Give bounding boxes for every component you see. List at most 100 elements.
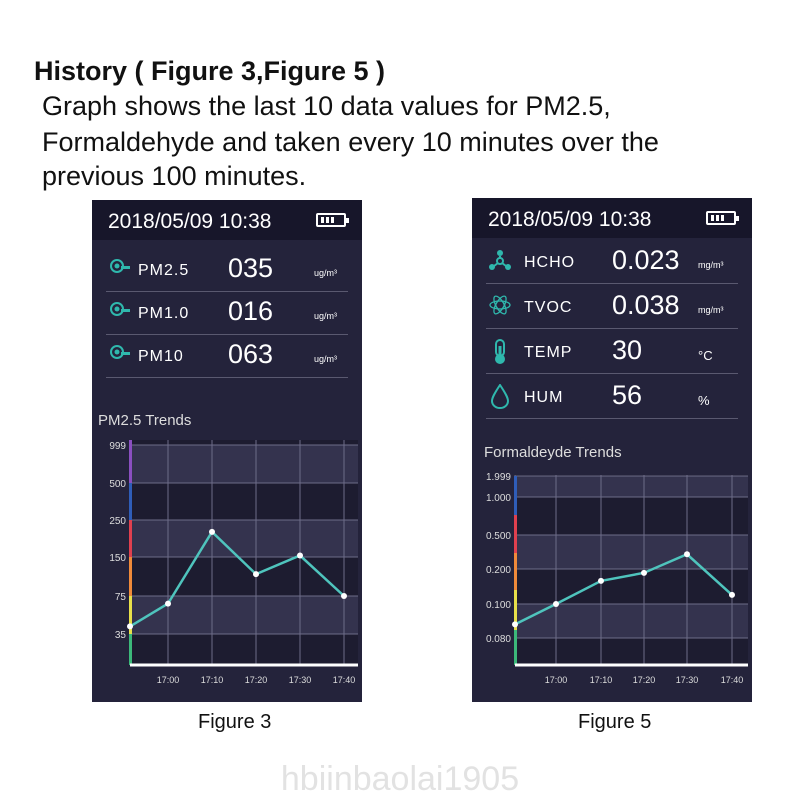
reading-unit: ug/m³ bbox=[314, 354, 338, 364]
status-bar: 2018/05/09 10:38 bbox=[472, 198, 752, 238]
watermark: hbiinbaolai1905 bbox=[280, 760, 520, 798]
aqi-color-band bbox=[129, 440, 132, 483]
aqi-color-band bbox=[514, 630, 517, 665]
reading-row-pm10: PM1.0 016 ug/m³ bbox=[106, 291, 348, 335]
aqi-color-band bbox=[129, 596, 132, 634]
data-point bbox=[729, 591, 735, 598]
y-tick-label: 250 bbox=[109, 516, 126, 527]
data-point bbox=[209, 528, 215, 535]
droplet-icon bbox=[490, 383, 510, 409]
reading-value: 0.023 bbox=[612, 245, 680, 275]
y-tick-label: 1.000 bbox=[486, 493, 511, 504]
x-tick-label: 17:20 bbox=[633, 675, 656, 685]
description-line: Graph shows the last 10 data values for … bbox=[42, 91, 611, 121]
grid-band bbox=[130, 445, 358, 483]
y-tick-label: 0.080 bbox=[486, 634, 511, 645]
reading-label: TVOC bbox=[524, 299, 573, 316]
y-tick-label: 999 bbox=[109, 441, 126, 452]
section-heading: History ( Figure 3,Figure 5 ) bbox=[34, 56, 386, 86]
reading-unit: ug/m³ bbox=[314, 311, 338, 321]
series-line bbox=[514, 552, 733, 626]
data-point bbox=[553, 601, 559, 607]
aqi-color-band bbox=[129, 634, 132, 665]
reading-label: PM1.0 bbox=[138, 305, 190, 322]
description-line: Formaldehyde and taken every 10 minutes … bbox=[42, 127, 659, 157]
reading-row-tvoc: TVOC 0.038 mg/m³ bbox=[486, 285, 738, 329]
grid-band bbox=[515, 476, 748, 497]
x-tick-label: 17:30 bbox=[289, 675, 312, 685]
reading-value: 035 bbox=[228, 253, 274, 283]
particle-sensor-icon bbox=[110, 302, 130, 316]
reading-unit: ug/m³ bbox=[314, 268, 338, 278]
reading-label: HUM bbox=[524, 389, 564, 406]
data-point bbox=[641, 569, 647, 576]
data-point bbox=[341, 593, 347, 599]
x-tick-label: 17:30 bbox=[676, 675, 699, 685]
reading-row-hcho: HCHO 0.023 mg/m³ bbox=[486, 240, 738, 284]
aqi-color-band bbox=[129, 483, 132, 520]
reading-row-hum: HUM 56 % bbox=[486, 375, 738, 419]
y-tick-label: 500 bbox=[109, 479, 126, 490]
y-tick-label: 0.200 bbox=[486, 565, 511, 576]
datetime: 2018/05/09 10:38 bbox=[488, 208, 652, 231]
particle-sensor-icon bbox=[110, 259, 130, 273]
x-tick-label: 17:00 bbox=[157, 675, 180, 685]
aqi-color-band bbox=[514, 553, 517, 590]
figure5-caption: Figure 5 bbox=[578, 711, 652, 733]
reading-unit: mg/m³ bbox=[698, 260, 724, 270]
atom-icon bbox=[489, 295, 511, 315]
battery-icon bbox=[706, 211, 739, 225]
aqi-color-band bbox=[129, 557, 132, 596]
reading-unit: mg/m³ bbox=[698, 305, 724, 315]
data-point bbox=[165, 600, 171, 607]
reading-row-pm25: PM2.5 035 ug/m³ bbox=[106, 248, 348, 292]
figure3-caption: Figure 3 bbox=[198, 711, 272, 733]
reading-unit: % bbox=[698, 393, 710, 408]
aqi-color-band bbox=[514, 590, 517, 630]
data-point bbox=[512, 621, 518, 628]
battery-icon bbox=[316, 213, 349, 227]
figure5-device-screen: 2018/05/09 10:38 HCHO 0.023 mg/m³ TVOC 0… bbox=[472, 198, 752, 702]
status-bar: 2018/05/09 10:38 bbox=[92, 200, 362, 240]
grid-band bbox=[130, 596, 358, 634]
chart-title: Formaldeyde Trends bbox=[484, 444, 622, 461]
data-point bbox=[127, 623, 133, 630]
reading-value: 063 bbox=[228, 339, 274, 369]
reading-row-temp: TEMP 30 °C bbox=[486, 330, 738, 374]
thermometer-icon bbox=[495, 339, 505, 364]
y-tick-label: 0.100 bbox=[486, 600, 511, 611]
aqi-color-band bbox=[129, 520, 132, 557]
aqi-color-band bbox=[514, 515, 517, 553]
x-tick-label: 17:10 bbox=[590, 675, 613, 685]
reading-value: 016 bbox=[228, 296, 274, 326]
x-tick-label: 17:40 bbox=[721, 675, 744, 685]
y-tick-label: 75 bbox=[115, 592, 127, 603]
reading-label: PM10 bbox=[138, 348, 184, 365]
y-tick-label: 35 bbox=[115, 630, 127, 641]
y-tick-label: 0.500 bbox=[486, 531, 511, 542]
trend-chart: 999 500 250 150 75 35 17:00 17:10 17:20 17:30 17:4… bbox=[109, 440, 358, 685]
grid-band bbox=[130, 520, 358, 557]
data-point bbox=[684, 551, 690, 558]
reading-label: HCHO bbox=[524, 254, 576, 271]
reading-value: 0.038 bbox=[612, 290, 680, 320]
data-point bbox=[253, 571, 259, 578]
molecule-icon bbox=[489, 250, 511, 270]
x-tick-label: 17:40 bbox=[333, 675, 356, 685]
y-tick-label: 150 bbox=[109, 553, 126, 564]
grid-band bbox=[515, 535, 748, 569]
reading-label: PM2.5 bbox=[138, 262, 190, 279]
series-line bbox=[129, 529, 345, 628]
x-tick-label: 17:10 bbox=[201, 675, 224, 685]
grid-band bbox=[515, 604, 748, 638]
x-tick-label: 17:20 bbox=[245, 675, 268, 685]
reading-unit: °C bbox=[698, 348, 713, 363]
datetime: 2018/05/09 10:38 bbox=[108, 210, 272, 233]
reading-row-pm10: PM10 063 ug/m³ bbox=[106, 334, 348, 378]
data-point bbox=[297, 552, 303, 559]
x-tick-label: 17:00 bbox=[545, 675, 568, 685]
trend-chart: 1.999 1.000 0.500 0.200 0.100 0.080 17:00 17:10… bbox=[486, 472, 748, 685]
reading-label: TEMP bbox=[524, 344, 573, 361]
reading-value: 30 bbox=[612, 335, 643, 365]
reading-value: 56 bbox=[612, 380, 643, 410]
